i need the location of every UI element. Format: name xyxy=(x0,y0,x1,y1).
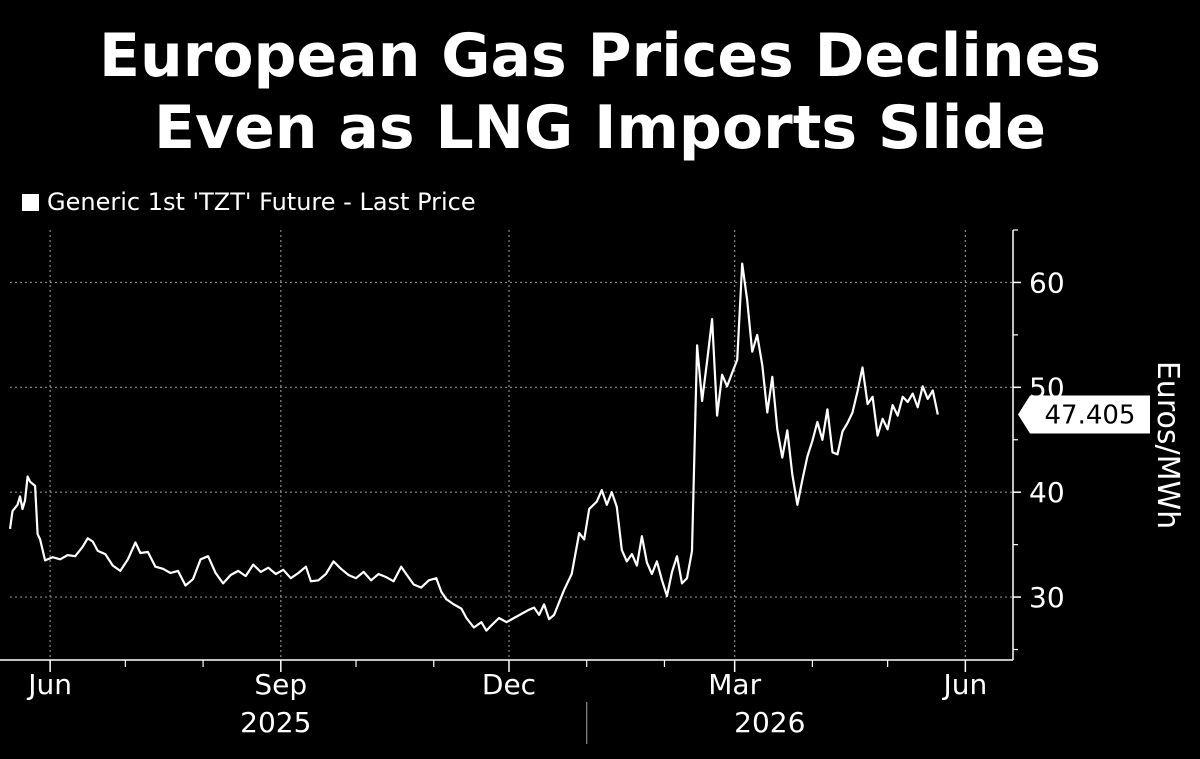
year-label-2026: 2026 xyxy=(734,706,805,739)
label-layer: Euros/MWh 47.405 xyxy=(1018,361,1185,529)
chart-title-line-2: Even as LNG Imports Slide xyxy=(154,93,1046,163)
y-tick-label-60: 60 xyxy=(1029,266,1065,299)
last-price-callout-box xyxy=(1018,395,1150,434)
chart-title: European Gas Prices Declines Even as LNG… xyxy=(0,20,1200,164)
y-tick-label-40: 40 xyxy=(1029,476,1065,509)
series-layer xyxy=(8,262,939,632)
legend-label: Generic 1st 'TZT' Future - Last Price xyxy=(47,188,476,216)
x-tick-label-2: Dec xyxy=(482,668,536,701)
y-tick-label-30: 30 xyxy=(1029,581,1065,614)
last-price-label: 47.405 xyxy=(1045,401,1136,431)
grid-layer xyxy=(10,230,1013,660)
x-tick-label-1: Sep xyxy=(254,668,307,701)
legend-swatch xyxy=(22,193,39,211)
last-price-callout: 47.405 xyxy=(1018,395,1150,434)
x-tick-label-0: Jun xyxy=(26,668,72,701)
y-axis-title: Euros/MWh xyxy=(1150,361,1185,529)
year-label-2025: 2025 xyxy=(240,706,311,739)
series-line-0 xyxy=(8,262,939,632)
x-tick-label-3: Mar xyxy=(708,668,761,701)
legend: Generic 1st 'TZT' Future - Last Price xyxy=(22,188,476,216)
x-tick-label-4: Jun xyxy=(941,668,987,701)
chart-title-line-1: European Gas Prices Declines xyxy=(99,21,1101,91)
